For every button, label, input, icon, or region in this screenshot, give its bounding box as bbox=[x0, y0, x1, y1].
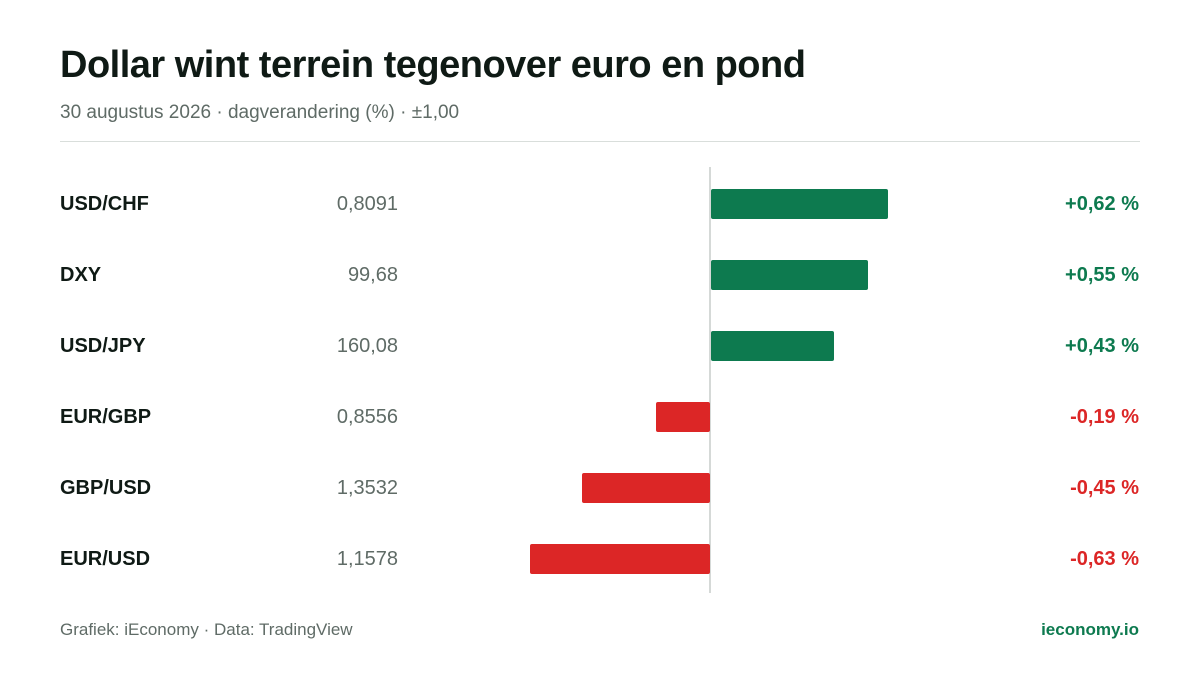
change-label: -0,19 % bbox=[1070, 406, 1139, 428]
pair-label: GBP/USD bbox=[60, 477, 152, 499]
positive-bar bbox=[711, 331, 834, 361]
negative-bar bbox=[655, 402, 710, 432]
change-label: +0,62 % bbox=[1065, 193, 1139, 215]
rate-value: 1,1578 bbox=[336, 548, 398, 570]
pair-label: USD/JPY bbox=[60, 335, 146, 357]
change-label: +0,43 % bbox=[1065, 335, 1139, 357]
negative-bar bbox=[530, 544, 710, 574]
pair-label: USD/CHF bbox=[60, 193, 149, 215]
pair-label: EUR/USD bbox=[60, 548, 151, 570]
positive-bar bbox=[711, 189, 888, 219]
pair-label: EUR/GBP bbox=[60, 406, 152, 428]
rate-value: 160,08 bbox=[336, 335, 398, 357]
rate-value: 1,3532 bbox=[336, 477, 398, 499]
source-credit: Grafiek: iEconomy · Data: TradingView bbox=[60, 620, 353, 639]
brand-link[interactable]: ieconomy.io bbox=[1041, 620, 1139, 639]
rate-value: 99,68 bbox=[347, 264, 398, 286]
change-label: -0,45 % bbox=[1070, 477, 1139, 499]
zero-axis-line bbox=[709, 167, 711, 593]
rate-value: 0,8556 bbox=[336, 406, 398, 428]
rate-value: 0,8091 bbox=[336, 193, 398, 215]
negative-bar bbox=[581, 473, 710, 503]
pair-label: DXY bbox=[60, 264, 102, 286]
change-label: +0,55 % bbox=[1065, 264, 1139, 286]
chart-title: Dollar wint terrein tegenover euro en po… bbox=[60, 44, 806, 86]
chart-subtitle: 30 augustus 2026 · dagverandering (%) · … bbox=[60, 102, 460, 123]
positive-bar bbox=[711, 260, 868, 290]
header-divider bbox=[60, 141, 1140, 142]
change-label: -0,63 % bbox=[1070, 548, 1139, 570]
